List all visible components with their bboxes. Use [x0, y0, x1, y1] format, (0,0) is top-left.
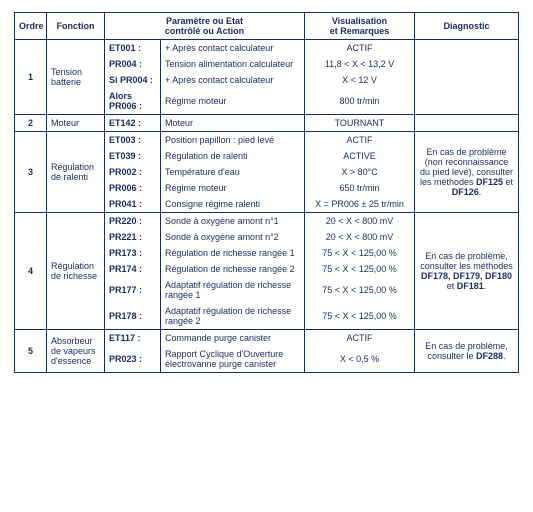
r4-l4-vis: 75 < X < 125,00 %	[305, 261, 415, 277]
r3-l4-vis: 650 tr/min	[305, 180, 415, 196]
r1-l2-code: PR004 :	[105, 56, 161, 72]
r3-l2-desc: Régulation de ralenti	[161, 148, 305, 164]
r3-l1-code: ET003 :	[105, 132, 161, 149]
r4-diag: En cas de problème, consulter les méthod…	[415, 213, 519, 330]
r1-l2-vis: 11,8 < X < 13,2 V	[305, 56, 415, 72]
r3-l2-code: ET039 :	[105, 148, 161, 164]
r3-l5-code: PR041 :	[105, 196, 161, 213]
r3-diag-c: et	[503, 177, 513, 187]
r4-l4-desc: Régulation de richesse rangée 2	[161, 261, 305, 277]
r4-l1-code: PR220 :	[105, 213, 161, 230]
r3-l4-desc: Régime moteur	[161, 180, 305, 196]
r2-fonction: Moteur	[47, 115, 105, 132]
r4-l2-code: PR221 :	[105, 229, 161, 245]
r4-l3-desc: Régulation de richesse rangée 1	[161, 245, 305, 261]
r3-diag: En cas de problème (non reconnaissance d…	[415, 132, 519, 213]
r4-fonction: Régulation de richesse	[47, 213, 105, 330]
h-visual: Visualisation et Remarques	[305, 13, 415, 40]
r1-l1-code: ET001 :	[105, 40, 161, 57]
r3-l3-vis: X > 80°C	[305, 164, 415, 180]
r1-l3-code: Si PR004 :	[105, 72, 161, 88]
r5-l1-vis: ACTIF	[305, 330, 415, 347]
r1-l4-code: Alors PR006 :	[105, 88, 161, 115]
r4-l6-code: PR178 :	[105, 303, 161, 330]
r1-diag	[415, 40, 519, 115]
r3-ordre: 3	[15, 132, 47, 213]
r3-fonction: Régulation de ralenti	[47, 132, 105, 213]
r1-l1-desc: + Après contact calculateur	[161, 40, 305, 57]
h-ordre: Ordre	[15, 13, 47, 40]
h-param: Paramètre ou Etat contrôlé ou Action	[105, 13, 305, 40]
h-diag: Diagnostic	[415, 13, 519, 40]
r1-ordre: 1	[15, 40, 47, 115]
r2-l1-code: ET142 :	[105, 115, 161, 132]
r1-fonction: Tension batterie	[47, 40, 105, 115]
r1-l3-vis: X < 12 V	[305, 72, 415, 88]
r4-diag-e: .	[484, 281, 487, 291]
r4-diag-a: En cas de problème, consulter les méthod…	[420, 251, 513, 271]
r3-diag-b: DF125	[476, 177, 503, 187]
r3-l1-desc: Position papillon : pied levé	[161, 132, 305, 149]
diagnostic-table: Ordre Fonction Paramètre ou Etat contrôl…	[14, 12, 519, 373]
r5-l2-vis: X < 0,5 %	[305, 346, 415, 373]
r4-l6-vis: 75 < X < 125,00 %	[305, 303, 415, 330]
r4-l5-desc: Adaptatif régulation de richesse rangée …	[161, 277, 305, 303]
r2-l1-desc: Moteur	[161, 115, 305, 132]
r3-l3-desc: Température d'eau	[161, 164, 305, 180]
r5-fonction: Absorbeur de vapeurs d'essence	[47, 330, 105, 373]
r2-ordre: 2	[15, 115, 47, 132]
r4-l1-vis: 20 < X < 800 mV	[305, 213, 415, 230]
r4-diag-b: DF178, DF179, DF180	[421, 271, 512, 281]
r5-ordre: 5	[15, 330, 47, 373]
r1-l4-desc: Régime moteur	[161, 88, 305, 115]
r2-diag	[415, 115, 519, 132]
r5-diag-c: .	[503, 351, 506, 361]
r3-l1-vis: ACTIF	[305, 132, 415, 149]
r4-l6-desc: Adaptatif régulation de richesse rangée …	[161, 303, 305, 330]
r5-l2-code: PR023 :	[105, 346, 161, 373]
r3-l2-vis: ACTIVE	[305, 148, 415, 164]
r1-l4-vis: 800 tr/min	[305, 88, 415, 115]
header-row: Ordre Fonction Paramètre ou Etat contrôl…	[15, 13, 519, 40]
r3-diag-d: DF126	[452, 187, 479, 197]
r3-l5-desc: Consigne régime ralenti	[161, 196, 305, 213]
r5-diag: En cas de problème, consulter le DF288.	[415, 330, 519, 373]
r1-l3-desc: + Après contact calculateur	[161, 72, 305, 88]
r1-l2-desc: Tension alimentation calculateur	[161, 56, 305, 72]
r4-l3-vis: 75 < X < 125,00 %	[305, 245, 415, 261]
r3-diag-e: .	[479, 187, 482, 197]
r3-l4-code: PR006 :	[105, 180, 161, 196]
r3-l3-code: PR002 :	[105, 164, 161, 180]
r4-l5-code: PR177 :	[105, 277, 161, 303]
r4-l4-code: PR174 :	[105, 261, 161, 277]
r4-l2-desc: Sonde à oxygène amont n°2	[161, 229, 305, 245]
r4-l5-vis: 75 < X < 125,00 %	[305, 277, 415, 303]
r5-diag-b: DF288	[476, 351, 503, 361]
r4-diag-c: et	[447, 281, 457, 291]
h-fonction: Fonction	[47, 13, 105, 40]
r4-l1-desc: Sonde à oxygène amont n°1	[161, 213, 305, 230]
r5-l2-desc: Rapport Cyclique d'Ouverture électrovann…	[161, 346, 305, 373]
r3-l5-vis: X = PR006 ± 25 tr/min	[305, 196, 415, 213]
r4-ordre: 4	[15, 213, 47, 330]
r2-l1-vis: TOURNANT	[305, 115, 415, 132]
r4-l3-code: PR173 :	[105, 245, 161, 261]
r5-l1-desc: Commande purge canister	[161, 330, 305, 347]
r4-diag-d: DF181	[457, 281, 484, 291]
r5-l1-code: ET117 :	[105, 330, 161, 347]
r1-l1-vis: ACTIF	[305, 40, 415, 57]
r4-l2-vis: 20 < X < 800 mV	[305, 229, 415, 245]
